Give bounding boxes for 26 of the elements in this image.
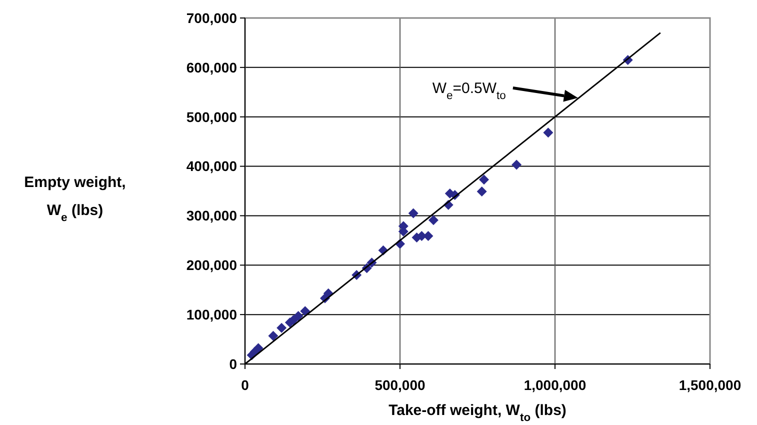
y-tick-label: 700,000 bbox=[186, 10, 238, 26]
point bbox=[276, 322, 287, 333]
point bbox=[476, 186, 487, 196]
x-tick-label: 1,500,000 bbox=[678, 377, 742, 393]
y-tick-label: 300,000 bbox=[186, 208, 238, 224]
point bbox=[479, 174, 490, 185]
y-tick-label: 600,000 bbox=[186, 59, 238, 76]
x-axis-title: Take-off weight, W$_{to}$ (lbs) bbox=[388, 402, 566, 424]
point bbox=[543, 128, 554, 138]
x-tick-label: 500,000 bbox=[374, 377, 426, 393]
y-tick-label: 400,000 bbox=[186, 158, 238, 174]
y-tick-label: 0 bbox=[229, 356, 238, 372]
point bbox=[293, 311, 304, 322]
y-tick-label: 200,000 bbox=[186, 257, 238, 274]
point bbox=[512, 160, 522, 170]
x-tick-label: 0 bbox=[241, 377, 250, 393]
point bbox=[428, 215, 438, 226]
y-axis-title: Empty weight, W$_{e}$ (lbs) bbox=[24, 174, 126, 224]
point bbox=[423, 230, 434, 241]
point bbox=[268, 330, 278, 341]
point bbox=[408, 208, 418, 218]
y-tick-label: 500,000 bbox=[186, 108, 238, 125]
x-tick-label: 1,000,000 bbox=[524, 377, 586, 393]
point bbox=[300, 306, 310, 316]
y-tick-label: 100,000 bbox=[186, 306, 238, 322]
annotation: W$_{e}$=0.5W$_{to}$ bbox=[432, 80, 506, 102]
